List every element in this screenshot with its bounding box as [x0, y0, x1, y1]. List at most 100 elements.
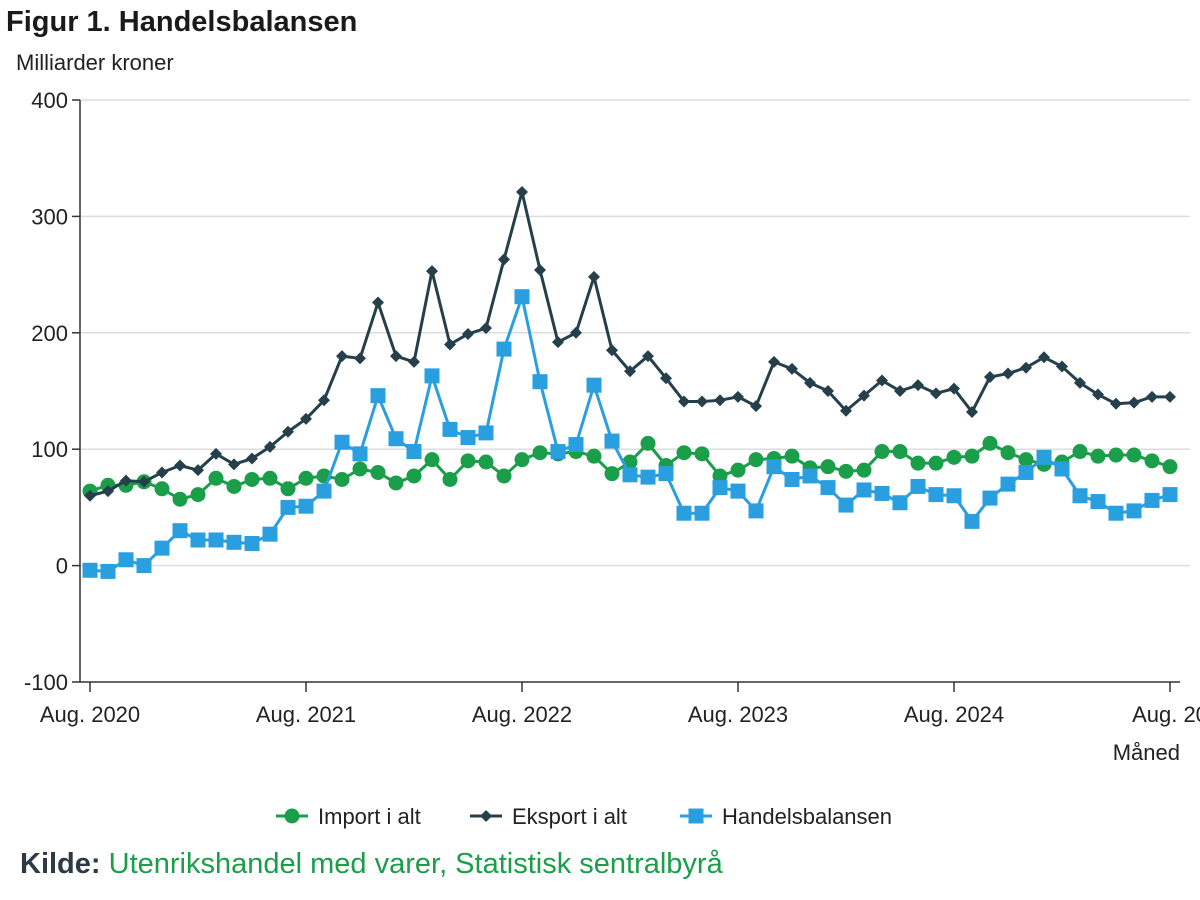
data-point-balanse: [1036, 449, 1052, 465]
data-point-balanse: [136, 558, 152, 574]
source-text[interactable]: Utenrikshandel med varer, Statistisk sen…: [108, 848, 723, 880]
data-point-import: [190, 487, 206, 503]
x-tick-label: Aug. 2020: [40, 702, 140, 727]
data-point-balanse: [640, 469, 656, 485]
data-point-balanse: [82, 562, 98, 578]
data-point-eksport: [264, 440, 276, 453]
legend-label: Handelsbalansen: [722, 804, 892, 829]
legend-item-import: Import i alt: [276, 804, 421, 829]
data-point-eksport: [390, 350, 402, 363]
data-point-balanse: [928, 487, 944, 503]
data-point-import: [262, 470, 278, 486]
data-point-eksport: [894, 385, 906, 397]
data-point-eksport: [1092, 388, 1104, 401]
data-point-eksport: [876, 374, 888, 387]
data-point-import: [1090, 448, 1106, 464]
data-point-balanse: [820, 480, 836, 496]
gridlines: 400 300 200 100 0 -100: [24, 88, 1190, 695]
data-point-balanse: [1090, 494, 1106, 510]
data-point-import: [532, 445, 548, 461]
data-point-balanse: [1000, 476, 1016, 492]
data-point-eksport: [732, 390, 744, 403]
data-point-balanse: [910, 478, 926, 494]
data-point-balanse: [262, 526, 278, 542]
data-point-balanse: [1162, 487, 1178, 503]
data-point-eksport: [840, 404, 852, 417]
data-point-import: [712, 468, 728, 484]
source-line: Kilde: Utenrikshandel med varer, Statist…: [20, 848, 723, 881]
data-point-import: [1126, 447, 1142, 463]
data-point-eksport: [768, 355, 780, 368]
data-point-import: [874, 444, 890, 460]
data-point-eksport: [534, 263, 546, 276]
data-point-import: [1162, 459, 1178, 475]
data-point-import: [910, 455, 926, 471]
data-point-balanse: [802, 468, 818, 484]
data-point-balanse: [118, 552, 134, 568]
legend-item-eksport: Eksport i alt: [470, 804, 627, 829]
data-point-import: [730, 462, 746, 478]
data-point-import: [244, 471, 260, 487]
data-point-balanse: [424, 368, 440, 384]
data-point-balanse: [856, 482, 872, 498]
data-point-eksport: [930, 387, 942, 400]
legend-label: Import i alt: [318, 804, 421, 829]
data-point-eksport: [1164, 390, 1176, 403]
data-point-balanse: [478, 425, 494, 441]
data-point-balanse: [442, 421, 458, 437]
data-point-eksport: [336, 350, 348, 363]
data-point-eksport: [660, 372, 672, 385]
data-point-import: [298, 470, 314, 486]
data-point-import: [640, 435, 656, 451]
data-point-import: [928, 455, 944, 471]
data-point-eksport: [516, 185, 528, 198]
data-point-balanse: [838, 497, 854, 513]
data-point-eksport: [318, 394, 330, 407]
data-point-eksport: [192, 464, 204, 477]
legend-label: Eksport i alt: [512, 804, 627, 829]
data-point-balanse: [1108, 505, 1124, 521]
data-point-balanse: [190, 532, 206, 548]
data-point-balanse: [676, 505, 692, 521]
data-point-eksport: [948, 382, 960, 395]
x-tick-label: Aug. 2023: [688, 702, 788, 727]
data-point-eksport: [1074, 376, 1086, 389]
data-point-balanse: [388, 431, 404, 447]
data-point-eksport: [1038, 351, 1050, 364]
data-point-import: [208, 470, 224, 486]
y-axis-label: Milliarder kroner: [16, 50, 174, 75]
data-point-balanse: [730, 483, 746, 499]
data-point-import: [352, 461, 368, 477]
data-point-balanse: [244, 535, 260, 551]
legend-item-balanse: Handelsbalansen: [680, 804, 892, 829]
x-tick-label: Aug. 2021: [256, 702, 356, 727]
data-point-eksport: [210, 447, 222, 460]
data-point-import: [172, 491, 188, 507]
data-point-import: [820, 459, 836, 475]
chart: Milliarder kroner 400 300 200 100 0 -100 Aug. 2…: [16, 50, 1200, 829]
data-point-balanse: [460, 430, 476, 446]
data-point-import: [460, 453, 476, 469]
data-point-balanse: [298, 498, 314, 514]
data-point-eksport: [1128, 396, 1140, 409]
y-tick-label: 300: [31, 204, 68, 229]
data-point-eksport: [354, 352, 366, 365]
data-point-eksport: [552, 336, 564, 349]
data-point-balanse: [748, 503, 764, 519]
data-point-import: [1108, 447, 1124, 463]
data-point-balanse: [172, 523, 188, 539]
y-tick-label: 0: [56, 554, 68, 579]
data-point-balanse: [280, 499, 296, 515]
data-point-import: [154, 481, 170, 497]
legend-marker: [284, 808, 300, 824]
data-point-eksport: [282, 425, 294, 438]
data-point-import: [1144, 453, 1160, 469]
data-point-import: [748, 452, 764, 468]
data-point-import: [226, 478, 242, 494]
data-point-balanse: [568, 437, 584, 453]
data-point-eksport: [480, 322, 492, 335]
data-point-balanse: [982, 490, 998, 506]
data-point-import: [370, 464, 386, 480]
x-axis-label: Måned: [1113, 740, 1180, 765]
series-balanse: [82, 289, 1178, 579]
